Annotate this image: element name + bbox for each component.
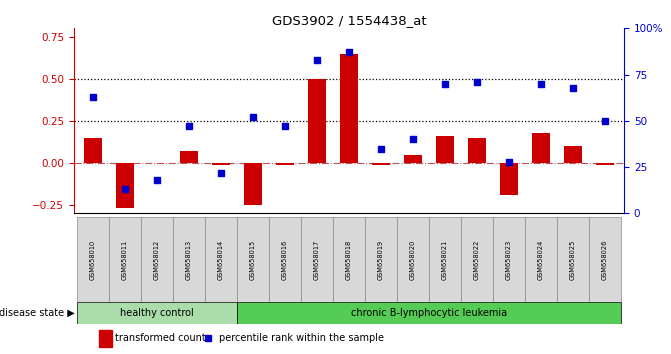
Text: GSM658014: GSM658014	[218, 239, 224, 280]
Text: GSM658016: GSM658016	[282, 239, 288, 280]
Text: transformed count: transformed count	[115, 333, 205, 343]
Text: GSM658010: GSM658010	[90, 239, 96, 280]
Bar	[269, 217, 301, 302]
Bar	[141, 217, 173, 302]
Bar	[276, 163, 294, 165]
Point	[203, 336, 213, 341]
Bar	[180, 151, 198, 163]
Bar	[589, 217, 621, 302]
Bar	[461, 217, 493, 302]
Bar	[244, 163, 262, 205]
Text: GSM658023: GSM658023	[506, 239, 512, 280]
Bar	[77, 217, 109, 302]
Point	[88, 94, 99, 100]
Bar	[301, 217, 333, 302]
Bar	[77, 302, 237, 324]
Bar	[436, 136, 454, 163]
Text: GSM658020: GSM658020	[410, 239, 416, 280]
Point	[440, 81, 450, 87]
Bar	[333, 217, 365, 302]
Text: healthy control: healthy control	[120, 308, 194, 318]
Text: GSM658026: GSM658026	[602, 239, 608, 280]
Text: disease state ▶: disease state ▶	[0, 308, 74, 318]
Point	[311, 57, 322, 63]
Bar	[205, 217, 237, 302]
Point	[248, 114, 258, 120]
Text: GSM658022: GSM658022	[474, 239, 480, 280]
Bar	[372, 163, 390, 165]
Bar	[500, 163, 517, 195]
Bar	[397, 217, 429, 302]
Bar	[365, 217, 397, 302]
Bar	[99, 330, 112, 347]
Bar	[173, 217, 205, 302]
Point	[407, 137, 418, 142]
Title: GDS3902 / 1554438_at: GDS3902 / 1554438_at	[272, 14, 426, 27]
Point	[599, 118, 610, 124]
Bar	[564, 146, 582, 163]
Point	[535, 81, 546, 87]
Bar	[404, 155, 421, 163]
Bar	[493, 217, 525, 302]
Text: GSM658013: GSM658013	[186, 239, 192, 280]
Bar	[237, 302, 621, 324]
Bar	[84, 138, 102, 163]
Bar	[340, 53, 358, 163]
Bar	[308, 79, 325, 163]
Text: GSM658011: GSM658011	[122, 239, 128, 280]
Text: GSM658017: GSM658017	[314, 239, 320, 280]
Text: chronic B-lymphocytic leukemia: chronic B-lymphocytic leukemia	[351, 308, 507, 318]
Point	[280, 124, 291, 129]
Point	[503, 159, 514, 165]
Text: GSM658021: GSM658021	[442, 239, 448, 280]
Text: GSM658015: GSM658015	[250, 239, 256, 280]
Point	[376, 146, 386, 152]
Text: GSM658024: GSM658024	[538, 239, 544, 280]
Point	[344, 50, 354, 55]
Bar	[596, 163, 614, 165]
Text: GSM658012: GSM658012	[154, 239, 160, 280]
Bar	[237, 217, 269, 302]
Point	[152, 177, 162, 183]
Text: GSM658025: GSM658025	[570, 239, 576, 280]
Bar	[116, 163, 134, 209]
Point	[119, 187, 130, 192]
Point	[184, 124, 195, 129]
Bar	[525, 217, 557, 302]
Bar	[212, 163, 229, 165]
Bar	[429, 217, 461, 302]
Bar	[532, 133, 550, 163]
Text: GSM658019: GSM658019	[378, 239, 384, 280]
Bar	[109, 217, 141, 302]
Point	[472, 79, 482, 85]
Text: percentile rank within the sample: percentile rank within the sample	[219, 333, 384, 343]
Text: GSM658018: GSM658018	[346, 239, 352, 280]
Point	[568, 85, 578, 90]
Point	[215, 170, 226, 176]
Bar	[468, 138, 486, 163]
Bar	[557, 217, 589, 302]
